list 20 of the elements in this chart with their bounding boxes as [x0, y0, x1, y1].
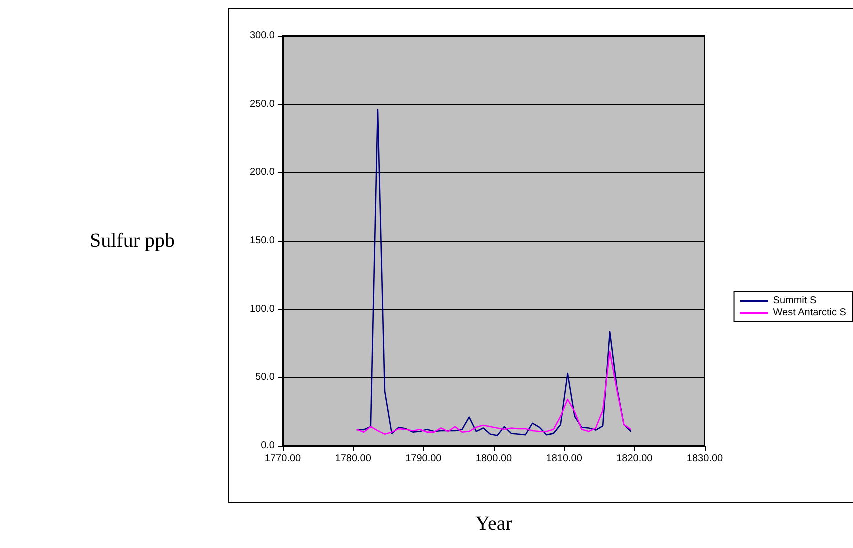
x-tick-label: 1830.00 — [686, 454, 724, 464]
legend-label: West Antarctic S — [773, 308, 847, 318]
y-axis-title: Sulfur ppb — [90, 230, 175, 252]
x-tick-label: 1770.00 — [264, 454, 302, 464]
x-tick-label: 1810.00 — [546, 454, 583, 464]
x-tick-label: 1790.00 — [406, 454, 442, 464]
x-axis-title: Year — [476, 513, 513, 535]
y-tick-label: 0.0 — [261, 440, 276, 452]
x-tick-label: 1800.00 — [476, 454, 513, 464]
line-series — [356, 109, 632, 436]
line-series — [356, 351, 632, 436]
x-tick-label: 1820.00 — [616, 454, 654, 464]
legend-label: Summit S — [773, 296, 817, 306]
y-tick-label: 150.0 — [250, 236, 276, 246]
y-tick-label: 300.0 — [250, 30, 276, 42]
y-tick-label: 100.0 — [250, 304, 276, 315]
y-tick-label: 200.0 — [250, 167, 276, 178]
y-tick-label: 250.0 — [250, 98, 276, 110]
x-tick-label: 1780.00 — [335, 454, 372, 464]
y-tick-label: 50.0 — [256, 372, 276, 384]
